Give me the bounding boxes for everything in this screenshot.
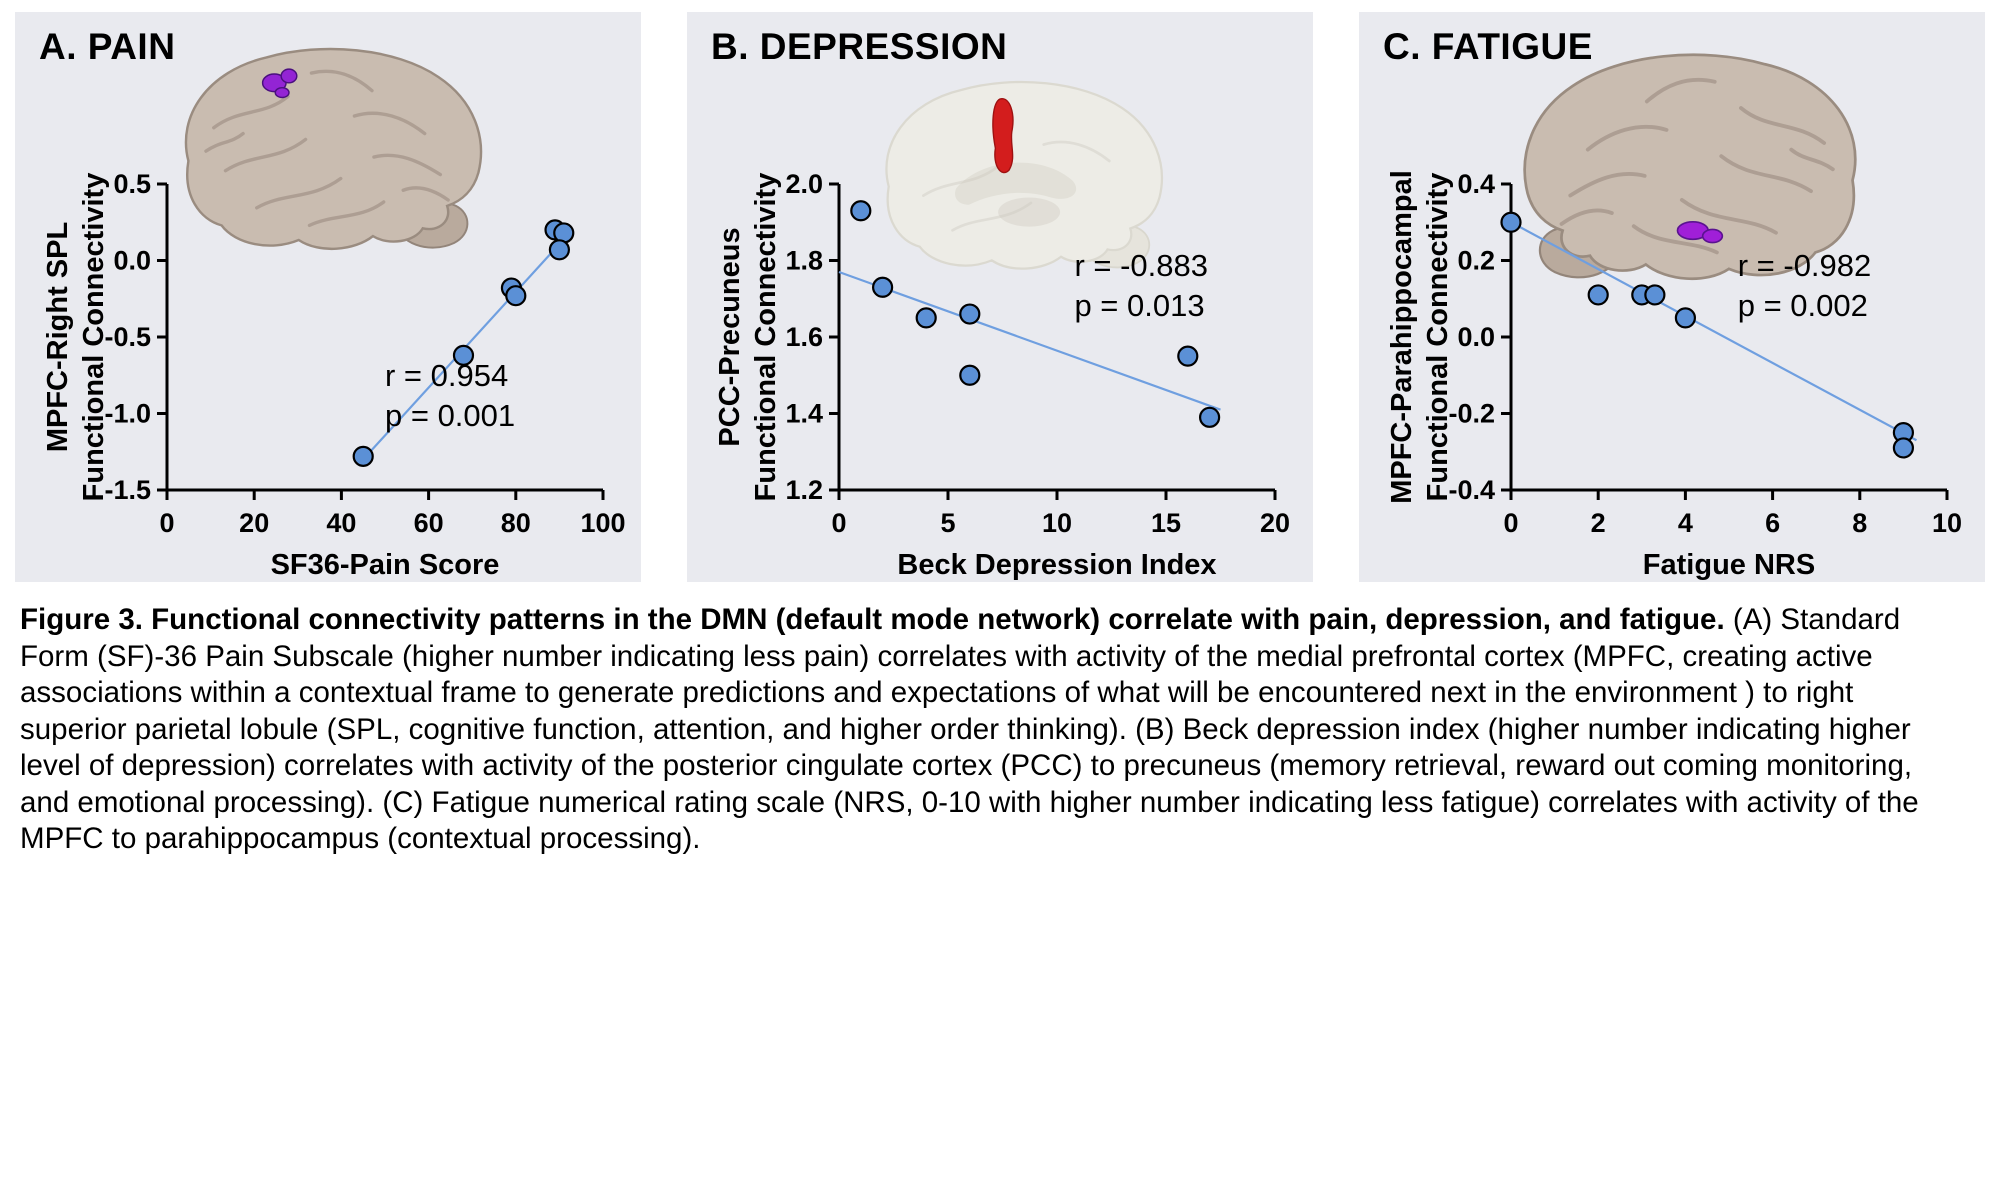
svg-text:1.2: 1.2	[785, 475, 823, 505]
thalamus-shade	[998, 197, 1061, 227]
cortex-outline	[184, 47, 483, 250]
svg-text:MPFC-Parahippocampal: MPFC-Parahippocampal	[1386, 170, 1418, 504]
svg-text:20: 20	[1260, 508, 1290, 538]
svg-text:0: 0	[831, 508, 846, 538]
corpus-callosum	[955, 162, 1077, 205]
svg-text:0.4: 0.4	[1457, 169, 1495, 199]
svg-text:MPFC-Right SPL: MPFC-Right SPL	[42, 222, 74, 452]
svg-text:0.0: 0.0	[1457, 322, 1495, 352]
scatter-plot-depression: 2.0 1.8 1.6 1.4 1.2 0 5 10 15 20 PCC-Precuneus Func…	[714, 169, 1290, 581]
panel-title-c: C. FATIGUE	[1383, 26, 1593, 67]
svg-text:80: 80	[501, 508, 531, 538]
svg-text:10: 10	[1932, 508, 1962, 538]
svg-text:40: 40	[326, 508, 356, 538]
svg-text:20: 20	[239, 508, 269, 538]
svg-text:2: 2	[1591, 508, 1606, 538]
svg-text:-0.2: -0.2	[1448, 399, 1495, 429]
brain-inset-pain	[163, 34, 495, 268]
cortex-outline	[1523, 53, 1857, 281]
scatter-plot-fatigue: 0.4 0.2 0.0 -0.2 -0.4 0 2 4 6 8 10 MPFC-Parahippoca…	[1386, 169, 1962, 581]
svg-text:0.2: 0.2	[1457, 246, 1495, 276]
svg-text:-1.0: -1.0	[104, 399, 151, 429]
panel-row: A. PAIN	[0, 0, 2000, 582]
panel-pain: A. PAIN	[15, 12, 641, 582]
svg-text:0: 0	[1503, 508, 1518, 538]
svg-text:4: 4	[1678, 508, 1693, 538]
svg-text:-1.5: -1.5	[104, 475, 151, 505]
brain-medial-svg	[885, 80, 1164, 270]
svg-text:PCC-Precuneus: PCC-Precuneus	[714, 227, 746, 446]
svg-text:Functional Connectivity: Functional Connectivity	[750, 173, 782, 502]
svg-text:1.8: 1.8	[785, 246, 823, 276]
svg-text:r = 0.954: r = 0.954	[385, 358, 508, 393]
svg-text:100: 100	[580, 508, 625, 538]
svg-text:10: 10	[1042, 508, 1072, 538]
panel-title-b: B. DEPRESSION	[711, 26, 1008, 67]
svg-text:8: 8	[1852, 508, 1867, 538]
svg-text:p = 0.001: p = 0.001	[385, 398, 515, 433]
roi-highlight-precuneus	[992, 98, 1014, 174]
panel-depression: B. DEPRESSION 2.0 1.8 1.6 1.4 1.2 0 5 10 15 20 PCC…	[687, 12, 1313, 582]
svg-text:1.4: 1.4	[785, 399, 823, 429]
svg-text:Beck Depression Index: Beck Depression Index	[897, 549, 1216, 581]
panel-fatigue: C. FATIGUE	[1359, 12, 1985, 582]
sulci	[204, 69, 450, 228]
svg-text:r = -0.883: r = -0.883	[1074, 248, 1208, 283]
scatter-plot-pain: 0.5 0.0 -0.5 -1.0 -1.5 0 20 40 60 80 100 MPFC-Right…	[42, 169, 626, 581]
svg-text:15: 15	[1151, 508, 1181, 538]
svg-text:-0.4: -0.4	[1448, 475, 1495, 505]
svg-text:0.0: 0.0	[113, 246, 151, 276]
svg-text:2.0: 2.0	[785, 169, 823, 199]
caption-body: (A) Standard Form (SF)-36 Pain Subscale …	[20, 603, 1919, 855]
svg-text:6: 6	[1765, 508, 1780, 538]
caption-title: Figure 3. Functional connectivity patter…	[20, 603, 1725, 636]
svg-text:r = -0.982: r = -0.982	[1738, 248, 1872, 283]
svg-text:60: 60	[414, 508, 444, 538]
brain-inset-depression	[865, 68, 1175, 287]
svg-text:1.6: 1.6	[785, 322, 823, 352]
svg-text:-0.5: -0.5	[104, 322, 151, 352]
brain-lateral-svg	[1523, 53, 1857, 281]
svg-text:SF36-Pain Score: SF36-Pain Score	[271, 549, 500, 581]
svg-text:0: 0	[159, 508, 174, 538]
svg-text:Fatigue NRS: Fatigue NRS	[1643, 549, 1815, 581]
figure-caption: Figure 3. Functional connectivity patter…	[20, 602, 1968, 858]
svg-text:0.5: 0.5	[113, 169, 151, 199]
svg-text:p = 0.002: p = 0.002	[1738, 288, 1868, 323]
svg-text:Functional Connectivity: Functional Connectivity	[78, 173, 110, 502]
sulci	[921, 140, 1111, 232]
sulci	[1559, 77, 1835, 255]
svg-text:Functional Connectivity: Functional Connectivity	[1422, 173, 1454, 502]
roi-highlight-spl	[261, 68, 298, 99]
svg-text:5: 5	[940, 508, 955, 538]
brain-lateral-svg	[184, 47, 483, 250]
svg-text:p = 0.013: p = 0.013	[1074, 288, 1204, 323]
brain-inset-fatigue	[1509, 38, 1881, 301]
panel-title-a: A. PAIN	[39, 26, 176, 67]
roi-highlight-parahippocampal	[1676, 220, 1724, 244]
